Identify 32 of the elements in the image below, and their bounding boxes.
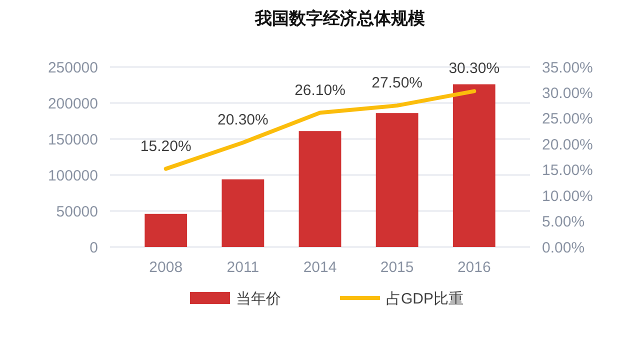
y-tick-label: 50000: [56, 203, 98, 220]
data-label: 27.50%: [372, 74, 422, 92]
y2-tick-label: 5.00%: [542, 214, 585, 231]
y-tick-label: 100000: [48, 167, 98, 184]
x-tick-label: 2015: [380, 259, 414, 276]
y-tick-label: 150000: [48, 131, 98, 148]
data-label: 15.20%: [140, 138, 192, 155]
y2-tick-label: 30.00%: [542, 84, 593, 102]
y2-tick-label: 0.00%: [542, 239, 585, 256]
x-tick-label: 2016: [457, 259, 491, 276]
y2-tick-label: 15.00%: [542, 162, 593, 180]
y2-tick-label: 25.00%: [542, 110, 593, 128]
data-label: 26.10%: [294, 82, 346, 99]
y-tick-label: 0: [90, 239, 98, 256]
bar: [222, 179, 264, 247]
y2-tick-label: 10.00%: [542, 188, 593, 205]
x-tick-label: 2011: [226, 259, 260, 276]
y-tick-label: 250000: [48, 59, 98, 76]
chart-title: 我国数字经济总体规模: [254, 9, 425, 29]
bar: [298, 131, 342, 247]
legend-label: 占GDP比重: [386, 290, 464, 308]
bar: [376, 113, 418, 247]
y-tick-label: 200000: [48, 95, 98, 112]
bar: [144, 214, 188, 247]
data-label: 20.30%: [218, 112, 268, 129]
data-label: 30.30%: [448, 60, 500, 78]
y2-tick-label: 35.00%: [542, 59, 593, 76]
legend-label: 当年价: [236, 290, 281, 308]
bar: [452, 84, 496, 247]
y2-tick-label: 20.00%: [542, 136, 593, 154]
x-tick-label: 2014: [303, 259, 337, 276]
x-tick-label: 2008: [149, 259, 183, 276]
